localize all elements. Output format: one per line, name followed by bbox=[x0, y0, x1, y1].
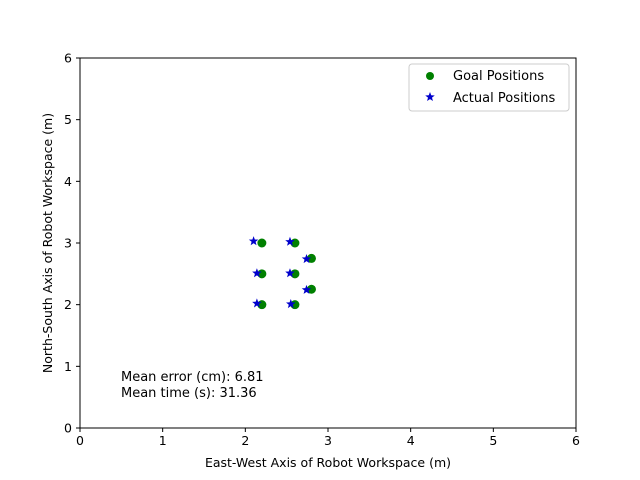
mean-time-annotation: Mean time (s): 31.36 bbox=[121, 386, 257, 401]
x-tick-label: 0 bbox=[76, 433, 84, 448]
x-tick-label: 3 bbox=[324, 433, 332, 448]
legend-marker-actual bbox=[425, 92, 435, 102]
actual-position-point bbox=[285, 268, 295, 278]
legend-label-actual: Actual Positions bbox=[453, 91, 555, 106]
plot-area bbox=[80, 58, 576, 428]
y-tick-label: 3 bbox=[64, 236, 72, 251]
y-axis-label: North-South Axis of Robot Workspace (m) bbox=[40, 113, 55, 373]
goal-position-point bbox=[306, 253, 316, 263]
actual-position-point bbox=[248, 236, 259, 246]
x-tick-label: 5 bbox=[489, 433, 497, 448]
y-tick-label: 5 bbox=[64, 112, 72, 127]
legend-box bbox=[408, 63, 570, 112]
x-axis-label: East-West Axis of Robot Workspace (m) bbox=[205, 455, 451, 470]
actual-position-point bbox=[252, 298, 262, 308]
y-tick-label: 4 bbox=[64, 174, 72, 189]
actual-position-point bbox=[301, 254, 312, 264]
x-tick-label: 1 bbox=[159, 433, 167, 448]
goal-position-point bbox=[306, 284, 316, 294]
axis-ticks: 0 1 2 3 4 5 6 0 1 2 3 4 5 6 bbox=[64, 51, 580, 449]
actual-position-point bbox=[301, 284, 312, 294]
x-tick-label: 2 bbox=[241, 433, 249, 448]
y-tick-label: 6 bbox=[64, 51, 72, 66]
y-tick-label: 1 bbox=[64, 359, 72, 374]
actual-position-point bbox=[286, 299, 296, 309]
actual-position-point bbox=[252, 268, 262, 278]
legend-marker-goal bbox=[426, 72, 434, 80]
legend: Goal Positions Actual Positions bbox=[408, 63, 570, 112]
y-tick-label: 2 bbox=[64, 297, 72, 312]
actual-position-point bbox=[285, 236, 295, 246]
x-tick-label: 6 bbox=[572, 433, 580, 448]
mean-error-annotation: Mean error (cm): 6.81 bbox=[121, 370, 264, 385]
y-tick-label: 0 bbox=[64, 421, 72, 436]
x-tick-label: 4 bbox=[407, 433, 415, 448]
plot-frame bbox=[79, 57, 577, 429]
legend-label-goal: Goal Positions bbox=[453, 69, 544, 84]
data-points bbox=[248, 236, 316, 310]
goal-position-point bbox=[257, 238, 267, 248]
